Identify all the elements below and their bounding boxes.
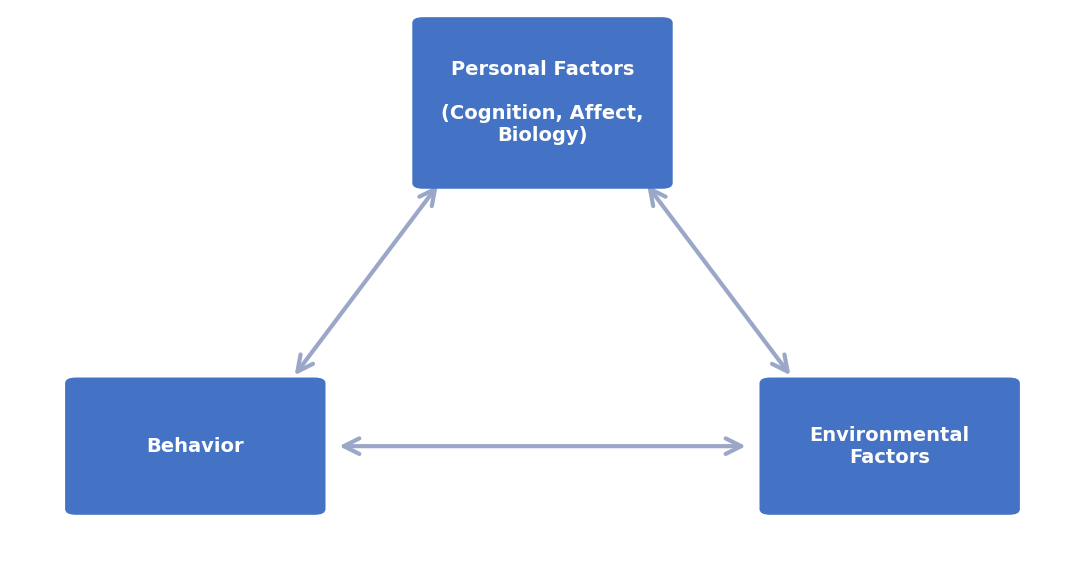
Text: Environmental
Factors: Environmental Factors xyxy=(809,426,970,467)
FancyBboxPatch shape xyxy=(412,17,673,189)
Text: Behavior: Behavior xyxy=(146,436,244,456)
FancyBboxPatch shape xyxy=(65,378,326,515)
FancyBboxPatch shape xyxy=(760,378,1020,515)
Text: Personal Factors

(Cognition, Affect,
Biology): Personal Factors (Cognition, Affect, Bio… xyxy=(442,61,643,145)
